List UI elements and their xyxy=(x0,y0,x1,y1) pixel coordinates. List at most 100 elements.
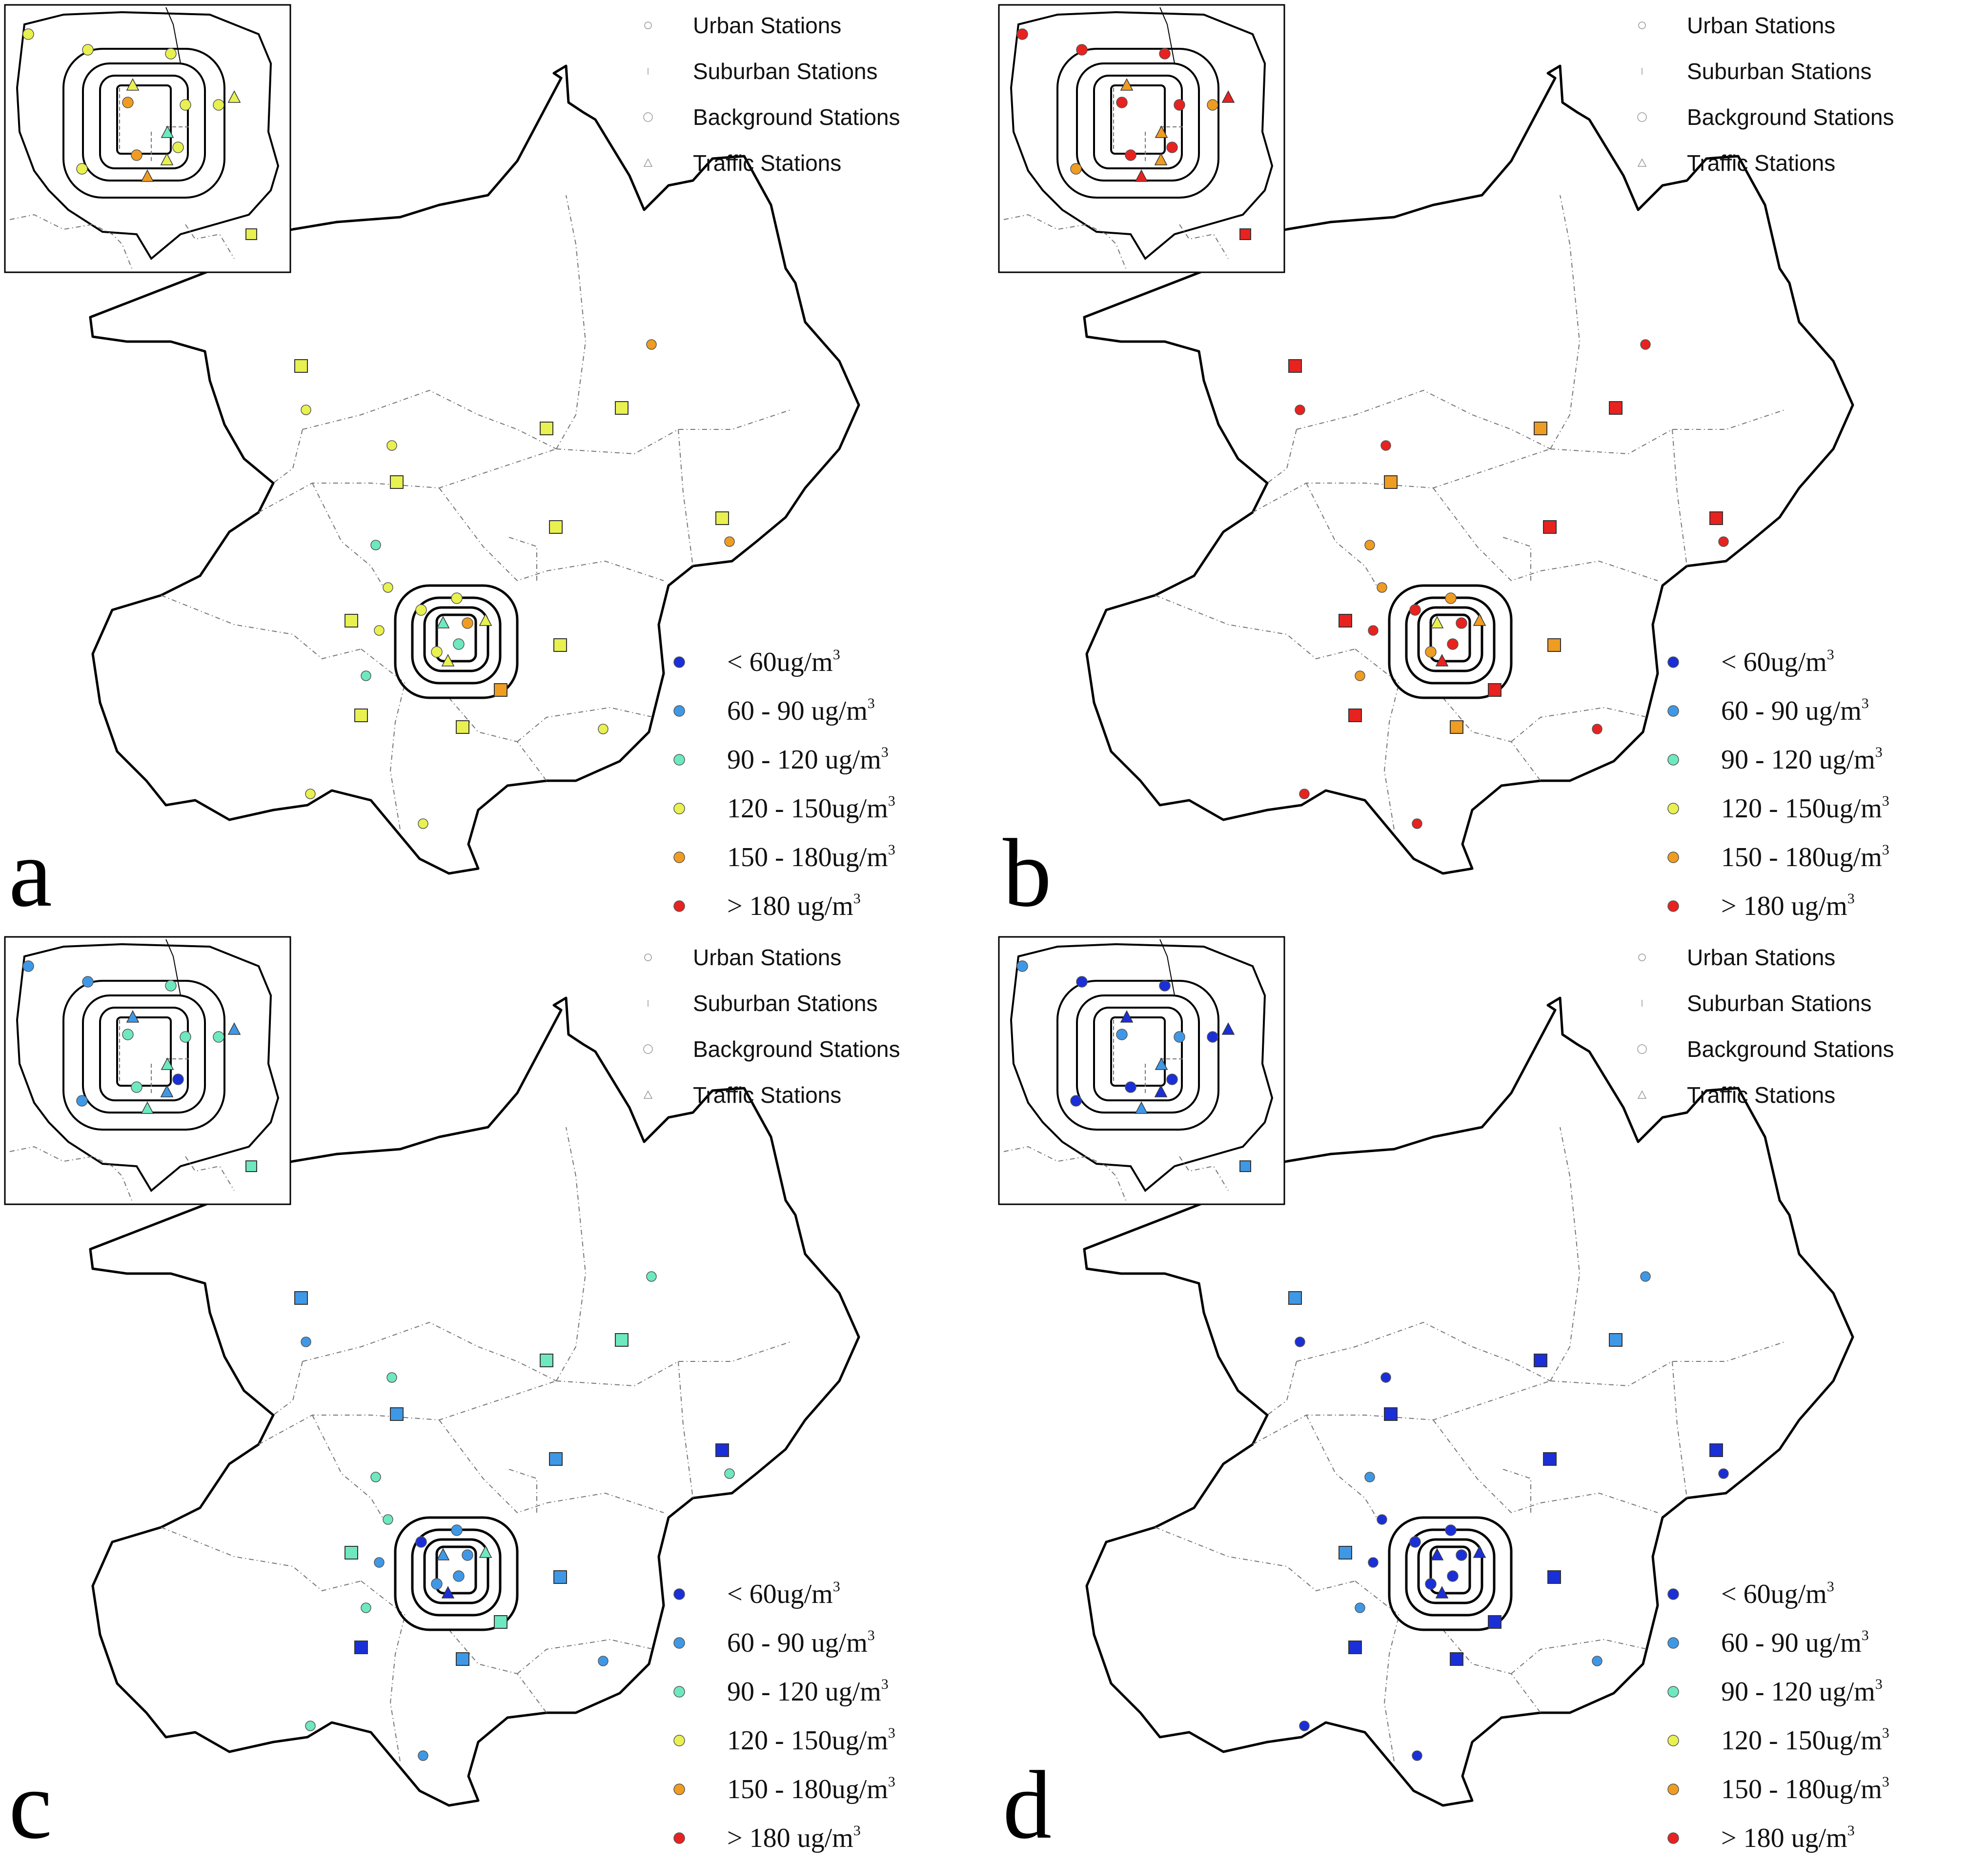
inset-station-marker xyxy=(22,28,34,40)
legend-label: 90 - 120 ug/m3 xyxy=(727,1676,889,1707)
inset-station-marker xyxy=(1174,99,1185,111)
ring-road xyxy=(1417,606,1483,672)
station-type-label: Background Stations xyxy=(1687,104,1894,130)
station-marker xyxy=(374,625,385,636)
inset-station-marker xyxy=(1135,1101,1148,1114)
district-border xyxy=(517,1639,654,1674)
legend-label: > 180 ug/m3 xyxy=(1721,1823,1855,1853)
legend-label: < 60ug/m3 xyxy=(727,647,840,677)
panel-label-b: b xyxy=(1003,819,1052,927)
inset-station-marker xyxy=(1125,149,1136,161)
station-marker xyxy=(390,1407,404,1421)
inset-station-marker xyxy=(1207,1031,1218,1043)
inset-station-marker xyxy=(165,48,177,60)
district-border xyxy=(1672,1361,1687,1499)
legend-swatch xyxy=(1667,803,1679,814)
inset-station-marker xyxy=(161,125,174,138)
station-marker xyxy=(715,511,729,525)
district-border xyxy=(1267,429,1297,484)
map-panel-c: Urban Stations Suburban Stations Backgroun… xyxy=(0,932,994,1864)
inset-station-marker xyxy=(1116,97,1128,108)
station-type-label: Background Stations xyxy=(693,104,900,130)
inset-station-marker xyxy=(1154,153,1168,165)
station-marker xyxy=(1718,536,1729,547)
station-marker xyxy=(1609,1333,1623,1347)
station-marker xyxy=(294,1291,308,1305)
station-marker xyxy=(646,339,657,350)
station-type-label: Urban Stations xyxy=(1687,13,1835,38)
legend-swatch xyxy=(1667,1588,1679,1600)
inset-station-marker xyxy=(126,78,140,91)
station-marker xyxy=(1288,1291,1302,1305)
inset-station-marker xyxy=(122,97,134,108)
station-marker xyxy=(1447,638,1459,650)
district-border xyxy=(161,595,362,660)
station-marker xyxy=(1348,1641,1362,1654)
district-border xyxy=(448,1629,547,1713)
district-border xyxy=(439,1419,664,1514)
station-marker xyxy=(1547,638,1561,652)
station-type-label: Background Stations xyxy=(693,1036,900,1062)
legend-label: 60 - 90 ug/m3 xyxy=(727,1627,875,1658)
station-marker xyxy=(553,1570,567,1584)
legend-swatch xyxy=(1667,1832,1679,1844)
inset-station-marker xyxy=(1016,28,1028,40)
legend-swatch xyxy=(673,1783,685,1795)
station-marker xyxy=(390,475,404,489)
inset-station-marker xyxy=(172,1074,184,1085)
district-border xyxy=(439,487,664,582)
legend-label: 150 - 180ug/m3 xyxy=(727,842,895,872)
ring-road xyxy=(1417,1538,1483,1604)
station-marker xyxy=(354,1641,368,1654)
inset-station-marker xyxy=(180,99,191,111)
inset-station-marker xyxy=(213,1031,224,1043)
district-border xyxy=(1501,536,1531,581)
beijing-boundary xyxy=(89,64,860,875)
station-marker xyxy=(494,683,507,697)
station-marker xyxy=(1288,359,1302,373)
ring-road xyxy=(1388,1516,1513,1631)
map-svg-b: Urban Stations Suburban Stations Backgroun… xyxy=(998,4,1894,921)
station-marker xyxy=(386,1372,397,1383)
station-marker xyxy=(383,582,393,593)
station-type-legend: Urban Stations Suburban Stations Backgroun… xyxy=(643,945,900,1108)
inset-station-marker xyxy=(1154,1085,1168,1097)
district-border xyxy=(556,195,587,449)
ring-road xyxy=(394,1516,519,1631)
urban-inset-map xyxy=(4,4,291,273)
inset-station-marker xyxy=(141,1101,154,1114)
station-marker xyxy=(598,1656,609,1666)
station-marker xyxy=(1295,405,1305,415)
station-marker xyxy=(494,1615,507,1629)
legend-label: 120 - 150ug/m3 xyxy=(1721,793,1889,824)
legend-label: < 60ug/m3 xyxy=(1721,647,1834,677)
inset-station-marker xyxy=(160,153,174,165)
legend-label: 90 - 120 ug/m3 xyxy=(1721,1676,1883,1707)
inset-station-marker xyxy=(131,1081,142,1093)
inset-station-marker xyxy=(76,163,88,175)
station-type-label: Traffic Stations xyxy=(1687,1082,1835,1108)
legend-label: 150 - 180ug/m3 xyxy=(727,1774,895,1804)
urban-inset-map xyxy=(998,4,1285,273)
station-marker xyxy=(418,818,428,829)
district-border xyxy=(1355,648,1400,830)
district-border xyxy=(361,1580,406,1762)
legend-swatch xyxy=(1667,1735,1679,1746)
district-border xyxy=(273,1361,303,1416)
ring-road xyxy=(435,613,477,663)
inset-station-marker xyxy=(245,1160,257,1172)
inset-station-marker xyxy=(227,1022,241,1035)
district-border xyxy=(1501,1468,1531,1513)
inset-station-marker xyxy=(1120,1010,1134,1023)
station-type-legend: Urban Stations Suburban Stations Backgroun… xyxy=(1637,13,1894,176)
district-border xyxy=(556,1341,791,1387)
station-marker xyxy=(1368,625,1379,636)
legend-label: 120 - 150ug/m3 xyxy=(1721,1725,1889,1756)
station-marker xyxy=(1339,1546,1352,1560)
station-marker xyxy=(540,1354,553,1367)
station-marker xyxy=(305,1721,316,1731)
district-border xyxy=(1672,429,1687,567)
station-marker xyxy=(1534,422,1547,435)
station-marker xyxy=(1380,440,1391,451)
